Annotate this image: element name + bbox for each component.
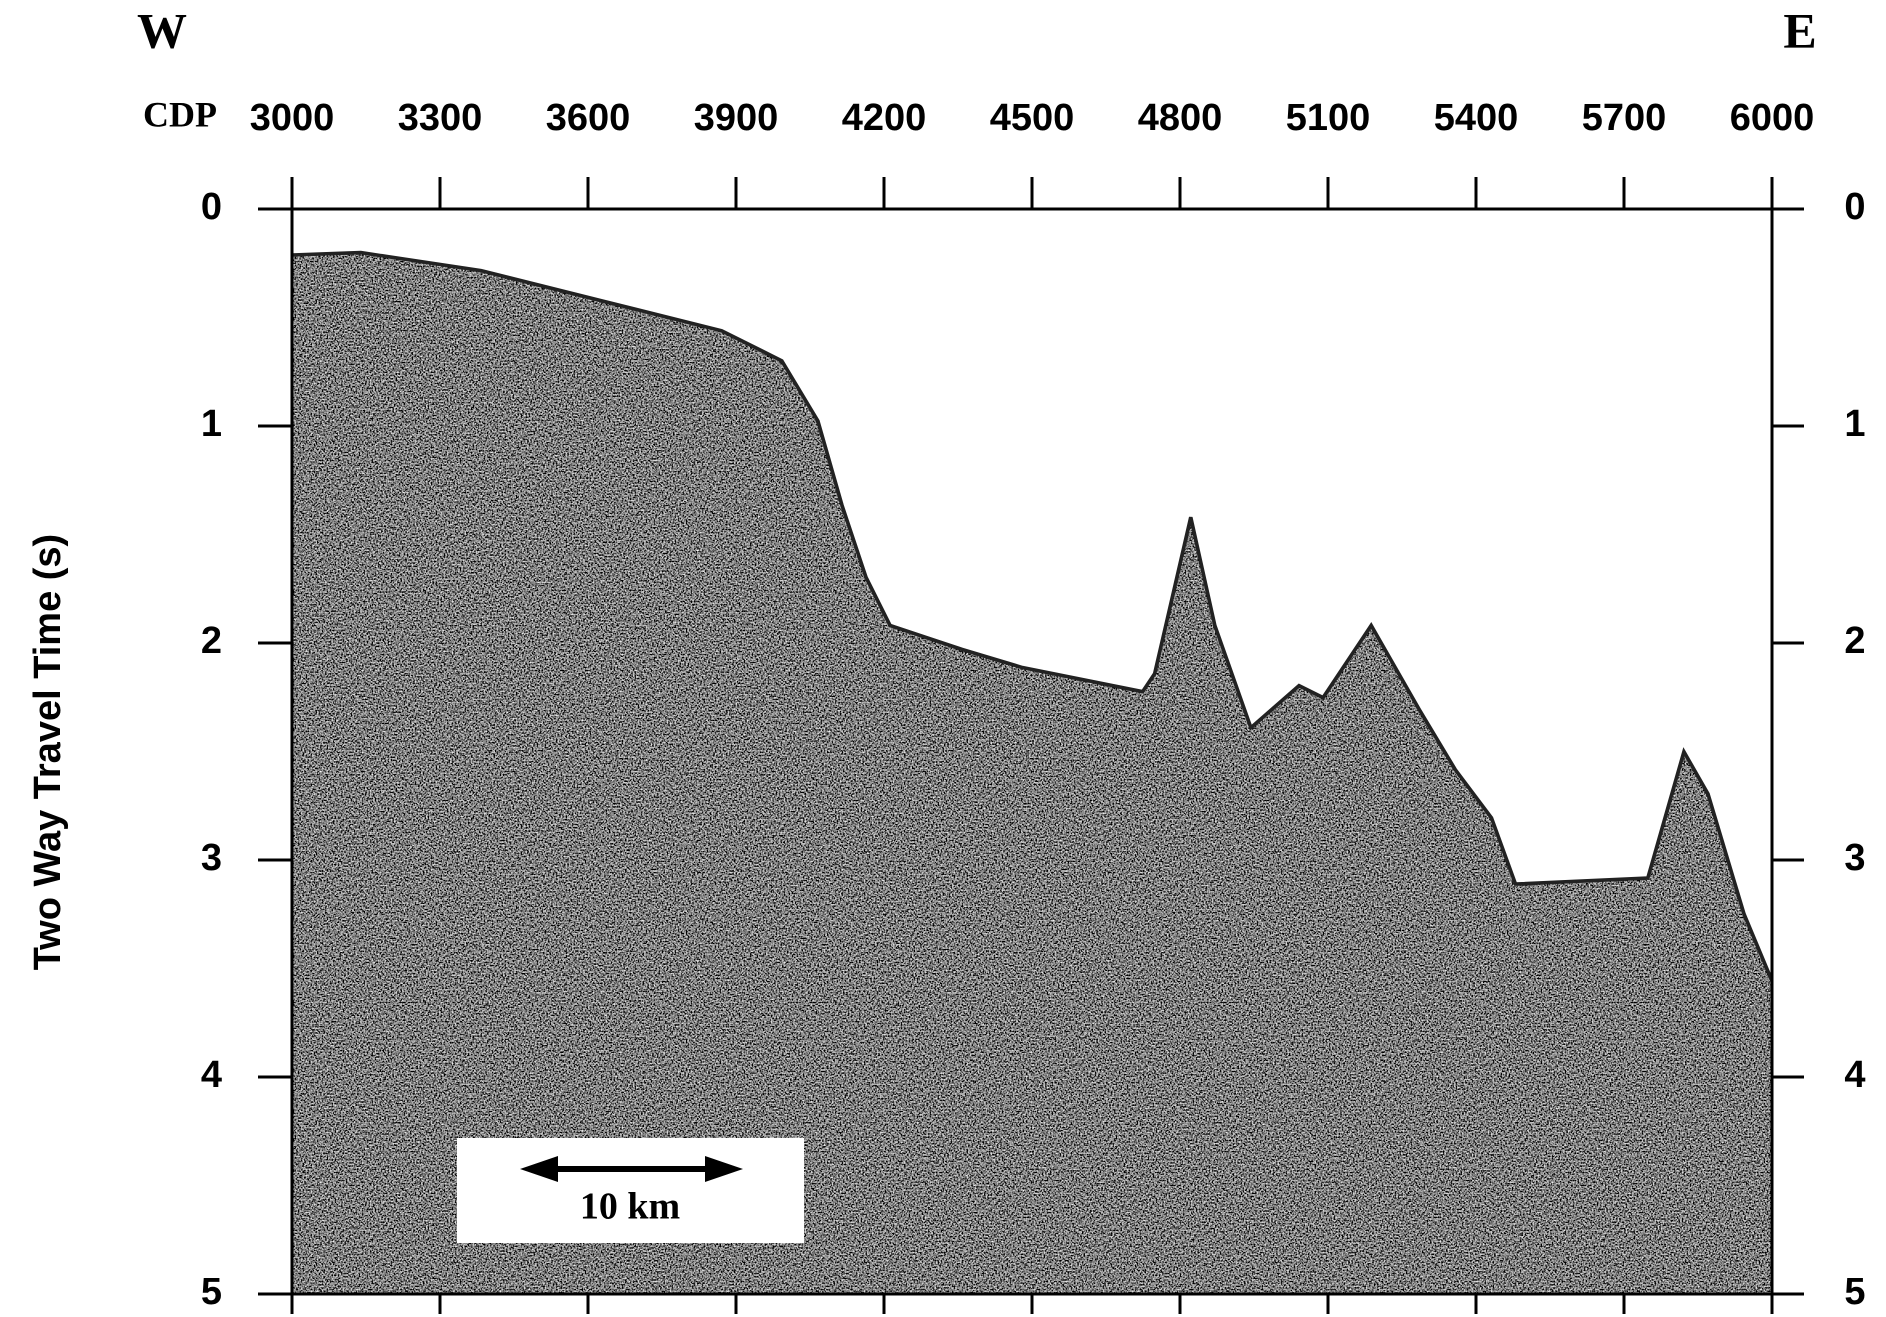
x-axis-label: CDP	[143, 94, 217, 134]
y-tick-label-right: 5	[1844, 1271, 1865, 1313]
y-tick-label-right: 3	[1844, 837, 1865, 879]
x-tick-label: 5700	[1582, 97, 1667, 139]
x-tick-label: 6000	[1730, 97, 1815, 139]
scale-bar-arrow	[705, 1156, 743, 1182]
y-tick-label-right: 0	[1844, 186, 1865, 228]
x-tick-label: 3600	[546, 97, 631, 139]
y-tick-label: 5	[201, 1271, 222, 1313]
x-tick-label: 5100	[1286, 97, 1371, 139]
y-tick-label-right: 4	[1844, 1054, 1865, 1096]
scale-bar-box	[457, 1138, 804, 1243]
x-tick-label: 3900	[694, 97, 779, 139]
y-axis-label: Two Way Travel Time (s)	[27, 534, 69, 970]
y-tick-label: 1	[201, 403, 222, 445]
y-tick-label-right: 1	[1844, 403, 1865, 445]
x-tick-label: 4200	[842, 97, 927, 139]
seismic-image	[292, 250, 1774, 1295]
scale-bar-arrow	[520, 1156, 558, 1182]
x-tick-label: 3300	[398, 97, 483, 139]
x-tick-label: 4800	[1138, 97, 1223, 139]
y-tick-label: 3	[201, 837, 222, 879]
x-tick-label: 5400	[1434, 97, 1519, 139]
scale-bar-label: 10 km	[580, 1186, 680, 1228]
y-tick-label-right: 2	[1844, 620, 1865, 662]
y-tick-label: 4	[201, 1054, 222, 1096]
y-tick-label: 0	[201, 186, 222, 228]
west-label: W	[137, 2, 187, 58]
east-label: E	[1783, 2, 1816, 58]
x-tick-label: 3000	[250, 97, 335, 139]
x-tick-label: 4500	[990, 97, 1075, 139]
y-tick-label: 2	[201, 620, 222, 662]
scale-bar: 10 km	[457, 1138, 804, 1243]
